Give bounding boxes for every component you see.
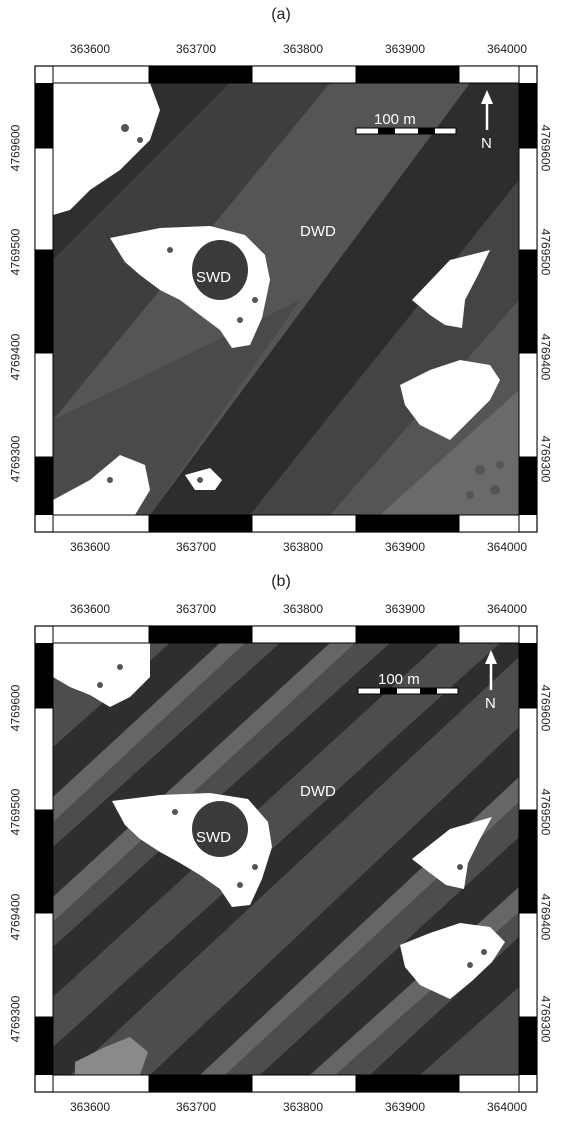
y-tick-left: 4769300 <box>8 435 23 483</box>
x-tick-bottom: 363700 <box>175 1100 217 1114</box>
y-tick-left: 4769500 <box>8 788 23 836</box>
dwd-label: DWD <box>300 223 336 240</box>
north-arrow-icon: N <box>481 90 493 152</box>
bottom-border-bar <box>52 514 520 533</box>
x-tick-top: 363800 <box>282 602 324 616</box>
x-tick-bottom: 363900 <box>384 540 426 554</box>
panel-label: (b) <box>271 573 291 590</box>
y-tick-right: 4769600 <box>538 124 553 172</box>
left-border-bar <box>34 83 54 515</box>
right-border-bar <box>518 643 538 1075</box>
x-tick-bottom: 363600 <box>69 540 111 554</box>
y-tick-right: 4769400 <box>538 893 553 941</box>
y-tick-left: 4769500 <box>8 228 23 276</box>
y-tick-left: 4769400 <box>8 893 23 941</box>
swd-label: SWD <box>196 269 231 286</box>
x-tick-bottom: 364000 <box>486 540 528 554</box>
x-tick-bottom: 363800 <box>282 540 324 554</box>
x-tick-top: 363800 <box>282 42 324 56</box>
y-tick-right: 4769500 <box>538 228 553 276</box>
north-arrow-icon: N <box>485 650 497 712</box>
left-border-bar <box>34 643 54 1075</box>
top-border-bar <box>52 625 520 644</box>
x-tick-top: 363600 <box>69 42 111 56</box>
y-tick-left: 4769600 <box>8 684 23 732</box>
x-tick-bottom: 364000 <box>486 1100 528 1114</box>
map-raster: DWD SWD 100 m N <box>53 83 519 515</box>
x-tick-bottom: 363600 <box>69 1100 111 1114</box>
y-tick-right: 4769600 <box>538 684 553 732</box>
top-border-bar <box>52 65 520 84</box>
map-frame: DWD SWD 100 m N <box>34 625 538 1093</box>
y-tick-right: 4769400 <box>538 333 553 381</box>
y-tick-left: 4769600 <box>8 124 23 172</box>
x-tick-top: 363600 <box>69 602 111 616</box>
map-raster: DWD SWD 100 m N <box>53 643 519 1075</box>
x-tick-top: 363900 <box>384 42 426 56</box>
scale-label: 100 m <box>374 111 416 128</box>
right-border-bar <box>518 83 538 515</box>
x-tick-top: 363700 <box>175 602 217 616</box>
y-tick-left: 4769300 <box>8 995 23 1043</box>
x-tick-bottom: 363800 <box>282 1100 324 1114</box>
panel-label: (a) <box>271 6 291 23</box>
map-panel-b: (b) <box>0 567 562 1126</box>
x-tick-top: 364000 <box>486 602 528 616</box>
scale-bar: 100 m <box>357 671 459 695</box>
y-tick-right: 4769300 <box>538 995 553 1043</box>
x-tick-bottom: 363900 <box>384 1100 426 1114</box>
y-tick-right: 4769500 <box>538 788 553 836</box>
x-tick-top: 364000 <box>486 42 528 56</box>
swd-label: SWD <box>196 829 231 846</box>
x-tick-top: 363900 <box>384 602 426 616</box>
bottom-border-bar <box>52 1074 520 1093</box>
north-label: N <box>485 695 496 712</box>
scale-bar: 100 m <box>355 111 457 135</box>
x-tick-top: 363700 <box>175 42 217 56</box>
north-label: N <box>481 135 492 152</box>
map-frame: DWD SWD 100 m N <box>34 65 538 533</box>
map-panel-a: (a) <box>0 0 562 559</box>
y-tick-right: 4769300 <box>538 435 553 483</box>
x-tick-bottom: 363700 <box>175 540 217 554</box>
dwd-label: DWD <box>300 783 336 800</box>
scale-label: 100 m <box>378 671 420 688</box>
y-tick-left: 4769400 <box>8 333 23 381</box>
